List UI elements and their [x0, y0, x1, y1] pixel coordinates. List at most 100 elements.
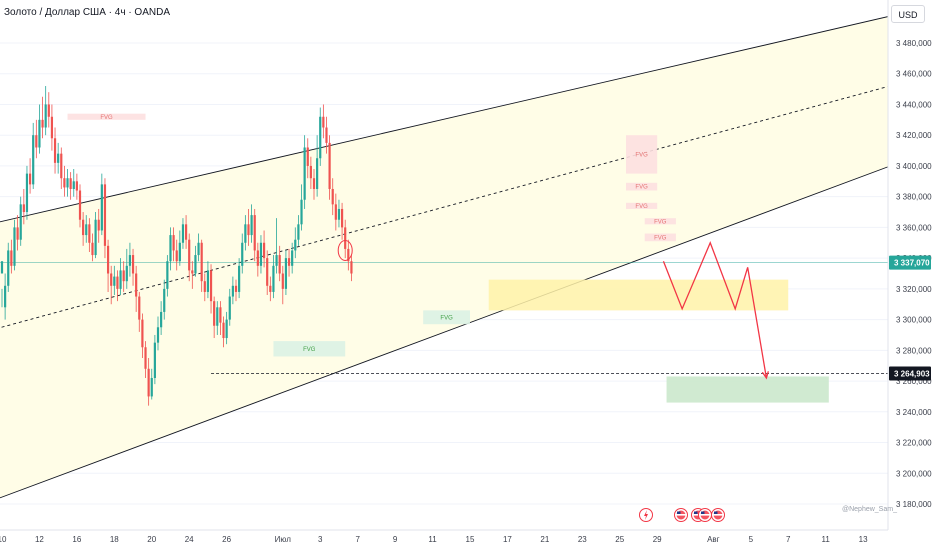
time-axis[interactable]: 10 12 16 18 20 24 26 Июл 3 7 9 11 15 17 21 23 25 29 Авг 5 7 1…: [0, 530, 888, 544]
target-zone: [667, 376, 829, 402]
candle-body: [269, 286, 271, 292]
fvg-label: FVG: [654, 235, 667, 241]
candle-body: [41, 120, 43, 128]
fvg-label: FVG: [440, 315, 453, 321]
price-tick-label: 3 480,000: [896, 39, 932, 48]
time-tick-label: 23: [578, 535, 587, 544]
candle-body: [350, 261, 352, 273]
candle-body: [197, 243, 199, 255]
price-axis[interactable]: 3 480,000 3 460,000 3 440,000 3 420,000 3 40…: [888, 0, 932, 550]
time-tick-label: 7: [786, 535, 791, 544]
author-watermark: @Nephew_Sam_: [842, 506, 897, 513]
candle-body: [241, 243, 243, 266]
candle-body: [95, 220, 97, 255]
time-tick-label: 9: [393, 535, 398, 544]
candle-body: [101, 184, 103, 230]
chart-title: Золото / Доллар США · 4ч · OANDA: [4, 7, 170, 18]
price-tick-label: 3 380,000: [896, 193, 932, 202]
candle-body: [257, 250, 259, 265]
candle-body: [263, 243, 265, 258]
candle-body: [291, 250, 293, 265]
candle-body: [151, 378, 153, 396]
time-tick-label: 5: [749, 535, 754, 544]
candle-body: [307, 147, 309, 165]
candle-body: [148, 369, 150, 397]
current-price-label: 3 337,070: [894, 259, 930, 268]
candle-body: [279, 255, 281, 273]
target-price-label: 3 264,903: [894, 370, 930, 379]
candle-body: [160, 312, 162, 327]
time-tick-label: Июл: [275, 535, 292, 544]
candle-body: [219, 307, 221, 322]
candle-body: [285, 258, 287, 289]
lightning-icon[interactable]: [640, 509, 653, 522]
candle-body: [182, 224, 184, 242]
candle-body: [123, 270, 125, 281]
time-tick-label: 11: [822, 535, 831, 544]
candle-body: [226, 320, 228, 338]
candle-body: [116, 277, 118, 289]
us-flag-icon: [694, 512, 698, 515]
price-axis-bg: [888, 0, 932, 550]
candle-body: [1, 261, 3, 273]
fvg-label: FVG: [635, 152, 648, 158]
us-flag-icon: [714, 514, 723, 516]
candle-body: [126, 266, 128, 281]
candle-body: [85, 224, 87, 235]
candle-body: [275, 255, 277, 266]
candle-body: [238, 266, 240, 292]
price-tick-label: 3 200,000: [896, 469, 932, 478]
candle-body: [88, 224, 90, 242]
us-flag-icon[interactable]: [675, 509, 688, 522]
candle-body: [341, 209, 343, 227]
time-tick-label: 17: [503, 535, 512, 544]
candle-body: [297, 224, 299, 239]
candle-body: [300, 200, 302, 225]
candle-body: [129, 255, 131, 266]
us-flag-icon[interactable]: [712, 509, 725, 522]
us-flag-icon: [677, 514, 686, 516]
candle-body: [282, 274, 284, 289]
price-tick-label: 3 280,000: [896, 346, 932, 355]
currency-button[interactable]: USD: [891, 5, 925, 23]
us-flag-icon: [701, 512, 705, 515]
time-tick-label: 25: [615, 535, 624, 544]
candle-body: [288, 258, 290, 266]
candle-body: [10, 250, 12, 265]
time-tick-label: 26: [222, 535, 231, 544]
candle-body: [266, 258, 268, 286]
price-tick-label: 3 440,000: [896, 100, 932, 109]
candle-body: [51, 117, 53, 139]
candle-body: [48, 104, 50, 116]
time-tick-label: 11: [428, 535, 437, 544]
demand-zone: [489, 280, 789, 311]
candle-body: [332, 189, 334, 204]
candle-body: [254, 215, 256, 250]
candle-body: [26, 174, 28, 212]
time-tick-label: 20: [147, 535, 156, 544]
candle-body: [32, 135, 34, 184]
candle-body: [60, 154, 62, 179]
time-tick-label: 3: [318, 535, 323, 544]
time-tick-label: 24: [185, 535, 194, 544]
candle-body: [163, 289, 165, 312]
candle-body: [207, 270, 209, 292]
candle-body: [210, 270, 212, 301]
candle-body: [138, 297, 140, 320]
event-markers[interactable]: [640, 509, 725, 522]
candle-body: [194, 255, 196, 273]
time-tick-label: 16: [72, 535, 81, 544]
time-tick-label: 12: [35, 535, 44, 544]
candle-body: [335, 204, 337, 219]
price-tick-label: 3 220,000: [896, 439, 932, 448]
candle-body: [232, 286, 234, 297]
candle-body: [7, 250, 9, 285]
price-tick-label: 3 180,000: [896, 500, 932, 509]
candle-body: [247, 224, 249, 235]
us-flag-icon[interactable]: [699, 509, 712, 522]
candle-body: [38, 120, 40, 148]
candle-body: [316, 158, 318, 189]
candle-body: [204, 281, 206, 292]
candle-body: [154, 343, 156, 378]
